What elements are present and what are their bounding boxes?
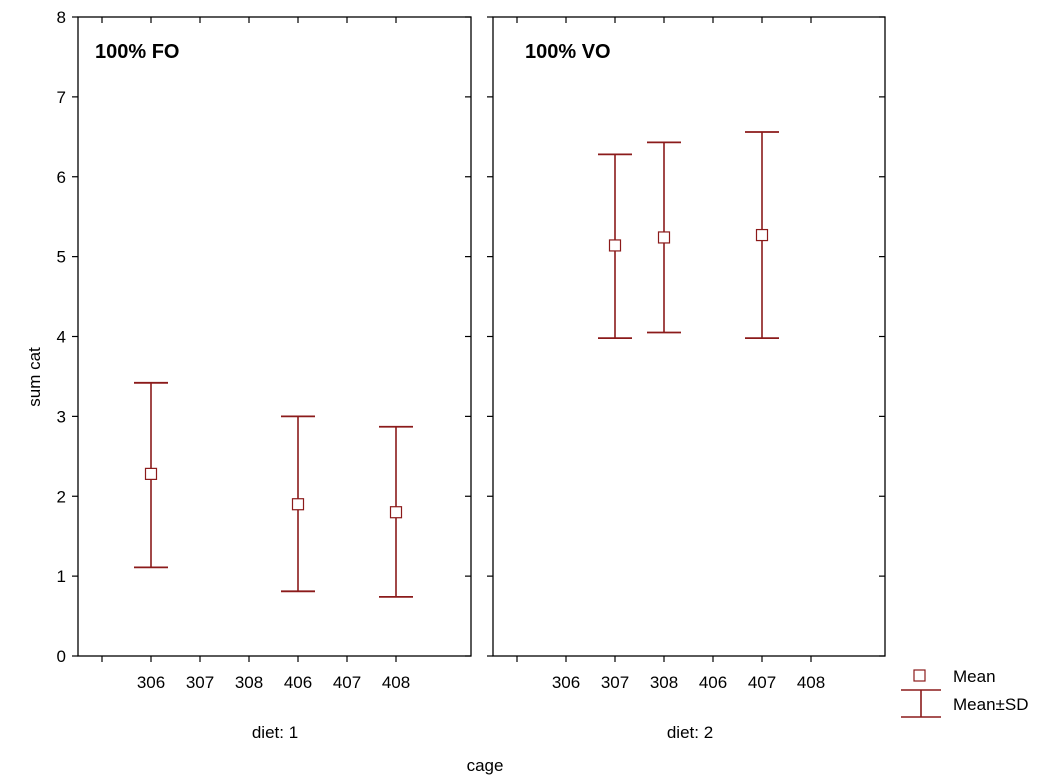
panel-frame-1: [77, 16, 472, 657]
y-tick-label-4: 4: [57, 328, 66, 347]
y-tick-label-1: 1: [57, 567, 66, 586]
mean-marker-p2-407: [755, 228, 769, 242]
panel-subtitle-2: diet: 2: [667, 723, 713, 742]
text-layer: sum cat cage 100% FO 100% VO diet: 1 die…: [25, 8, 1028, 775]
mean-marker-p2-308: [657, 231, 671, 244]
x-tick-label-p2-406: 406: [699, 673, 727, 692]
x-tick-label-p1-406: 406: [284, 673, 312, 692]
y-tick-label-8: 8: [57, 8, 66, 27]
x-tick-label-p1-306: 306: [137, 673, 165, 692]
y-tick-label-3: 3: [57, 407, 66, 426]
y-tick-label-6: 6: [57, 168, 66, 187]
y-axis-title: sum cat: [25, 347, 44, 407]
marks-layer: [134, 131, 941, 718]
x-tick-label-p1-307: 307: [186, 673, 214, 692]
mean-marker-p2-307: [608, 239, 622, 252]
legend-label-sd: Mean±SD: [953, 695, 1028, 714]
panel-subtitle-1: diet: 1: [252, 723, 298, 742]
axes-layer: [72, 16, 886, 662]
legend-label-mean: Mean: [953, 667, 996, 686]
mean-marker-p1-406: [291, 498, 305, 511]
mean-marker-p1-306: [144, 467, 158, 480]
panel-frame-2: [492, 16, 886, 657]
x-tick-label-p2-308: 308: [650, 673, 678, 692]
y-tick-label-0: 0: [57, 647, 66, 666]
x-tick-label-p2-307: 307: [601, 673, 629, 692]
x-axis-title: cage: [467, 756, 504, 775]
y-tick-label-5: 5: [57, 248, 66, 267]
x-tick-label-p1-408: 408: [382, 673, 410, 692]
x-tick-label-p2-306: 306: [552, 673, 580, 692]
x-tick-label-p2-407: 407: [748, 673, 776, 692]
x-tick-label-p1-308: 308: [235, 673, 263, 692]
x-tick-label-p2-408: 408: [797, 673, 825, 692]
panel-title-1: 100% FO: [95, 41, 179, 63]
y-tick-label-7: 7: [57, 88, 66, 107]
panel-title-2: 100% VO: [525, 41, 611, 63]
y-tick-label-2: 2: [57, 487, 66, 506]
mean-marker-p1-408: [389, 506, 403, 519]
x-tick-label-p1-407: 407: [333, 673, 361, 692]
legend-symbol-mean: [913, 669, 926, 682]
